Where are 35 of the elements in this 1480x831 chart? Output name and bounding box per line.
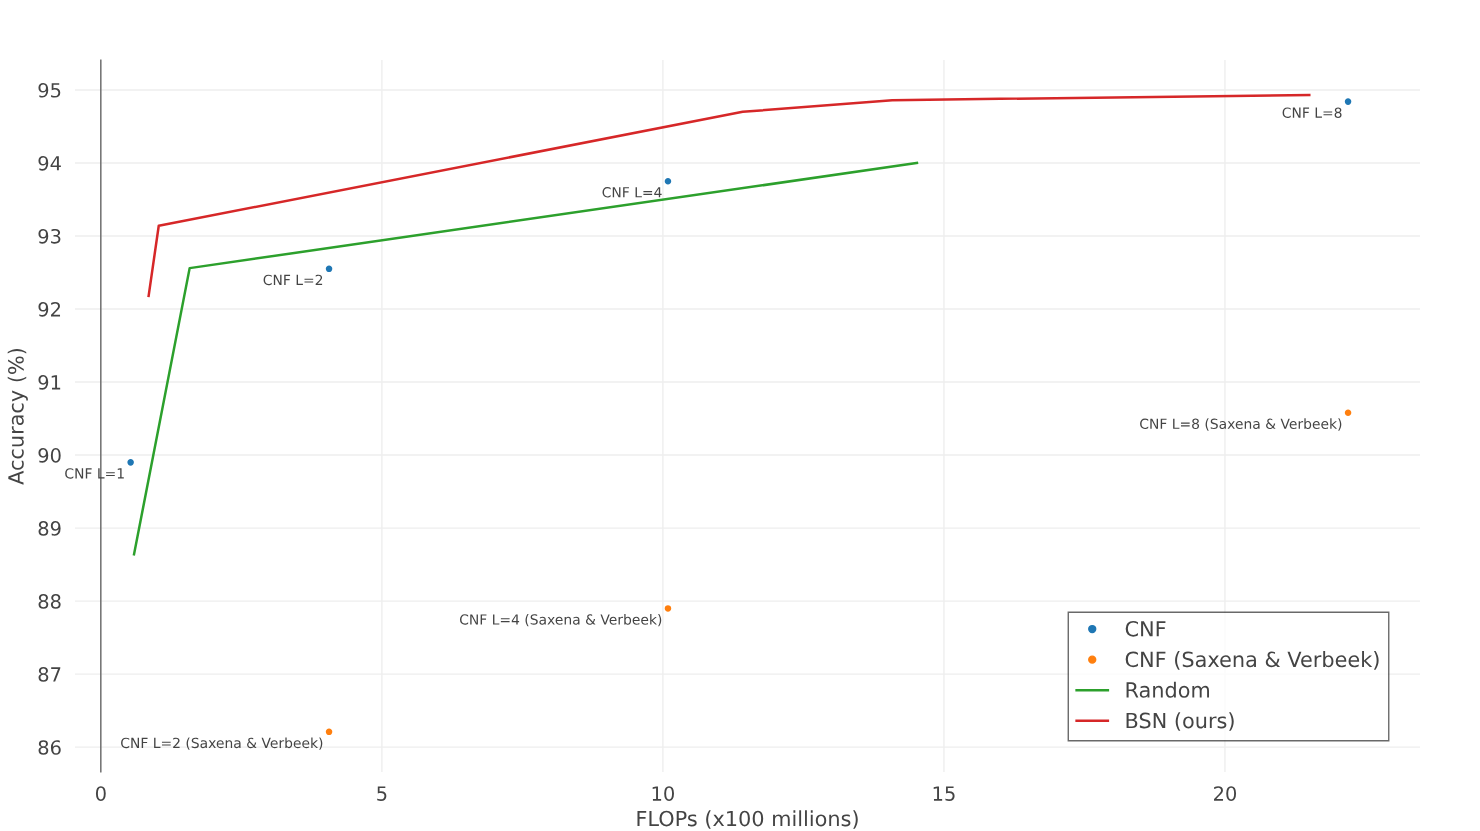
y-tick-label: 95 (38, 82, 61, 98)
annotation: CNF L=8 (Saxena & Verbeek) (1140, 418, 1342, 431)
x-axis-title: FLOPs (x100 millions) (637, 810, 858, 829)
point (664, 177, 672, 185)
point (325, 728, 333, 736)
y-tick-label: 93 (38, 228, 61, 244)
x-tick-label: 0 (95, 786, 106, 801)
annotation: CNF L=4 (602, 187, 662, 198)
y-tick-label: 88 (38, 594, 61, 609)
y-tick-label: 90 (38, 448, 61, 463)
legend-label: CNF (Saxena & Verbeek) (1125, 651, 1379, 670)
y-tick-label: 91 (38, 375, 61, 390)
annotation: CNF L=8 (1282, 107, 1342, 118)
point (1344, 98, 1352, 105)
x-tick-label: 15 (933, 786, 955, 801)
point (127, 459, 134, 466)
point (664, 605, 672, 612)
annotation: CNF L=4 (Saxena & Verbeek) (459, 613, 662, 627)
legend-label: BSN (ours) (1126, 712, 1234, 731)
y-tick-label: 92 (38, 301, 61, 317)
point (1344, 409, 1352, 416)
y-tick-label: 94 (38, 155, 61, 171)
y-axis-title: Accuracy (%) (7, 348, 28, 485)
legend-label: CNF (1125, 620, 1166, 637)
x-tick-label: 5 (377, 786, 387, 801)
y-tick-label: 87 (38, 667, 61, 682)
annotation: CNF L=2 (Saxena & Verbeek) (121, 737, 323, 750)
point (325, 265, 333, 273)
legend-label: Random (1126, 681, 1209, 698)
y-tick-label: 89 (38, 521, 61, 536)
x-tick-label: 20 (1214, 786, 1237, 801)
y-tick-label: 86 (38, 740, 61, 755)
line-series (147, 93, 1311, 298)
annotation: CNF L=2 (263, 274, 323, 286)
x-tick-label: 10 (652, 786, 674, 801)
